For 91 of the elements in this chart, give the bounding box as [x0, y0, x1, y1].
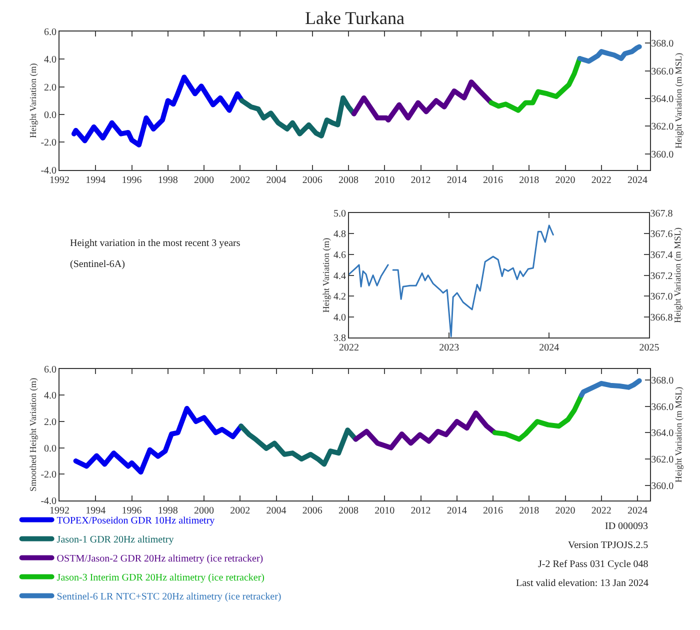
y-tick-label: 4.8 — [334, 229, 346, 240]
y2-tick-label: 362.0 — [651, 454, 674, 466]
y2-tick-label: 367.4 — [650, 250, 673, 261]
x-tick-label: 2008 — [338, 505, 359, 516]
text: Last valid elevation: 13 Jan 2024 — [516, 578, 648, 589]
y2-tick-label: 367.8 — [650, 208, 673, 220]
x-tick-label: 1994 — [86, 174, 106, 186]
x-tick-label: 1998 — [158, 174, 178, 186]
x-tick-label: 2006 — [302, 505, 322, 516]
x-tick-label: 1998 — [158, 505, 178, 516]
y2-tick-label: 364.0 — [651, 428, 674, 440]
y-axis-title: Smoothed Height Variation (m) — [28, 378, 38, 492]
y2-axis-title: Height Variation (m MSL) — [672, 227, 683, 324]
y2-tick-label: 368.0 — [651, 38, 674, 50]
x-tick-label: 2010 — [374, 505, 395, 516]
x-tick-label: 1994 — [86, 505, 106, 516]
y-tick-label: 4.6 — [334, 250, 346, 261]
y-tick-label: 0.0 — [44, 443, 57, 454]
x-tick-label: 2006 — [302, 174, 322, 186]
x-tick-label: 1992 — [50, 174, 70, 186]
y-axis-title: Height Variation (m) — [28, 63, 38, 138]
text: Height variation in the most recent 3 years — [70, 238, 240, 249]
legend-label: TOPEX/Poseidon GDR 10Hz altimetry — [56, 516, 215, 527]
x-tick-label: 2016 — [483, 174, 504, 186]
x-tick-label: 2024 — [628, 505, 648, 516]
x-tick-label: 2022 — [591, 174, 612, 186]
y2-tick-label: 360.0 — [651, 149, 674, 160]
x-tick-label: 2020 — [555, 505, 576, 516]
y-tick-label: 6.0 — [44, 26, 57, 38]
y-tick-label: -4.0 — [40, 165, 57, 176]
y2-tick-label: 362.0 — [651, 122, 674, 133]
x-tick-label: 2012 — [410, 174, 431, 186]
x-tick-label: 2002 — [230, 505, 250, 516]
x-tick-label: 2008 — [338, 174, 359, 186]
x-tick-label: 2022 — [339, 342, 360, 354]
text: Version TPJOJS.2.5 — [568, 540, 648, 551]
y-tick-label: 3.8 — [334, 333, 346, 344]
x-tick-label: 2025 — [639, 342, 660, 354]
y-tick-label: 6.0 — [44, 364, 57, 376]
legend-label: Jason-1 GDR 20Hz altimetry — [56, 534, 174, 546]
y-tick-label: 4.0 — [334, 312, 346, 324]
y-tick-label: 2.0 — [44, 417, 57, 428]
y-tick-label: 4.4 — [334, 270, 346, 282]
legend-label: Sentinel-6 LR NTC+STC 20Hz altimetry (ice retracker) — [56, 592, 282, 603]
y-tick-label: -4.0 — [40, 496, 57, 507]
x-tick-label: 1996 — [122, 505, 142, 516]
x-tick-label: 2000 — [194, 174, 214, 186]
y-tick-label: 2.0 — [44, 82, 57, 94]
x-tick-label: 2004 — [266, 174, 286, 186]
y-tick-label: -2.0 — [40, 470, 57, 481]
x-tick-label: 2016 — [483, 505, 504, 516]
y-tick-label: 4.0 — [44, 390, 57, 402]
y2-tick-label: 366.0 — [651, 66, 674, 78]
x-tick-label: 1992 — [50, 505, 70, 516]
y2-tick-label: 368.0 — [651, 376, 674, 387]
legend-label: Jason-3 Interim GDR 20Hz altimetry (ice retracker) — [56, 572, 265, 584]
y-tick-label: -2.0 — [40, 138, 57, 149]
y2-tick-label: 367.2 — [650, 270, 673, 282]
x-tick-label: 2018 — [519, 174, 540, 186]
x-tick-label: 2004 — [266, 505, 286, 516]
y-tick-label: 4.2 — [334, 292, 346, 303]
y2-axis-title: Height Variation (m MSL) — [674, 386, 684, 482]
x-tick-label: 2000 — [194, 505, 214, 516]
x-tick-label: 2002 — [230, 174, 250, 186]
chart-title: Lake Turkana — [305, 8, 404, 28]
text: (Sentinel-6A) — [70, 259, 125, 270]
y2-tick-label: 364.0 — [651, 94, 674, 106]
x-tick-label: 2012 — [410, 505, 431, 516]
x-tick-label: 2010 — [374, 174, 395, 186]
x-tick-label: 2014 — [446, 174, 467, 186]
y-tick-label: 0.0 — [44, 110, 57, 121]
y2-tick-label: 360.0 — [651, 480, 674, 492]
y-axis-title: Height Variation (m) — [320, 238, 331, 313]
x-tick-label: 2022 — [591, 505, 612, 516]
y-tick-label: 4.0 — [44, 54, 57, 66]
x-tick-label: 2023 — [439, 342, 460, 354]
y2-tick-label: 367.0 — [650, 292, 673, 303]
x-tick-label: 2014 — [446, 505, 467, 516]
x-tick-label: 2020 — [555, 174, 576, 186]
y2-tick-label: 366.0 — [651, 402, 674, 413]
y2-tick-label: 366.8 — [650, 312, 673, 324]
legend-label: OSTM/Jason-2 GDR 20Hz altimetry (ice retracker) — [56, 554, 264, 565]
y2-tick-label: 367.6 — [650, 229, 673, 240]
x-tick-label: 2024 — [539, 342, 560, 354]
y2-axis-title: Height Variation (m MSL) — [674, 52, 684, 148]
text: J-2 Ref Pass 031 Cycle 048 — [538, 559, 648, 570]
text: ID 000093 — [605, 521, 648, 532]
x-tick-label: 2018 — [519, 505, 540, 516]
y-tick-label: 5.0 — [334, 208, 346, 220]
x-tick-label: 1996 — [122, 174, 142, 186]
x-tick-label: 2024 — [628, 174, 648, 186]
